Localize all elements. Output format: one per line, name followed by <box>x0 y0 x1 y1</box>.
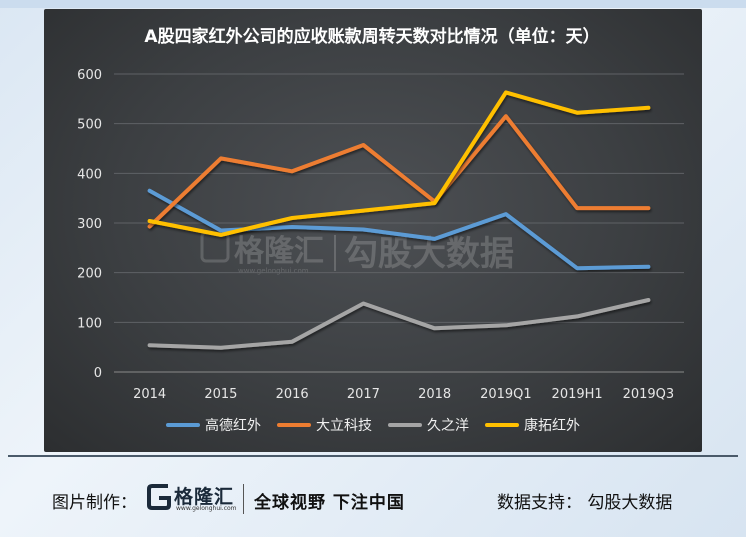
y-tick-label: 0 <box>94 366 102 381</box>
x-tick-label: 2019H1 <box>552 387 603 402</box>
x-tick-label: 2019Q3 <box>623 387 675 402</box>
slogan: 全球视野 下注中国 <box>254 493 405 513</box>
series-line <box>147 114 651 229</box>
data-support: 数据支持： 勾股大数据 <box>497 493 673 513</box>
y-tick-label: 600 <box>77 68 102 83</box>
logo-name: 格隆汇 <box>174 486 235 508</box>
x-tick-label: 2014 <box>133 387 166 402</box>
brand-logo: 格隆汇 www.gelonghui.com <box>146 482 238 518</box>
watermark-logo-url: www.gelonghui.com <box>238 267 309 275</box>
line-chart: A股四家红外公司的应收账款周转天数对比情况（单位：天） 格隆汇 www.gelo… <box>77 26 684 434</box>
x-tick-label: 2019Q1 <box>480 387 532 402</box>
chart-panel: A股四家红外公司的应收账款周转天数对比情况（单位：天） 格隆汇 www.gelo… <box>44 9 702 452</box>
top-strip <box>0 0 746 8</box>
watermark-text: 勾股大数据 <box>344 234 514 274</box>
x-tick-label: 2016 <box>276 387 309 402</box>
legend-label: 康拓红外 <box>524 417 580 434</box>
logo-separator <box>243 484 244 514</box>
y-tick-label: 400 <box>77 167 102 182</box>
watermark-logo-text: 格隆汇 <box>234 234 324 269</box>
x-tick-label: 2017 <box>347 387 380 402</box>
watermark-logo-mark <box>200 231 230 263</box>
logo-mark-icon <box>147 484 171 510</box>
series-line <box>147 188 651 271</box>
footer: 图片制作： 格隆汇 www.gelonghui.com 全球视野 下注中国 数据… <box>0 470 746 520</box>
x-tick-label: 2018 <box>418 387 451 402</box>
credit-label: 图片制作： <box>52 493 137 513</box>
y-tick-label: 500 <box>77 118 102 133</box>
series-line <box>147 298 651 350</box>
y-tick-label: 200 <box>77 267 102 282</box>
watermark: 格隆汇 www.gelonghui.com 勾股大数据 <box>200 231 514 275</box>
logo-url: www.gelonghui.com <box>176 505 237 512</box>
legend-label: 大立科技 <box>316 418 372 434</box>
legend-label: 久之洋 <box>427 418 469 434</box>
y-tick-label: 100 <box>77 316 102 331</box>
chart-title: A股四家红外公司的应收账款周转天数对比情况（单位：天） <box>144 26 599 47</box>
legend-label: 高德红外 <box>205 417 261 434</box>
footer-divider <box>8 455 738 457</box>
watermark-separator <box>334 235 336 271</box>
x-tick-label: 2015 <box>204 387 237 402</box>
y-tick-label: 300 <box>77 217 102 232</box>
series-line <box>147 90 651 237</box>
